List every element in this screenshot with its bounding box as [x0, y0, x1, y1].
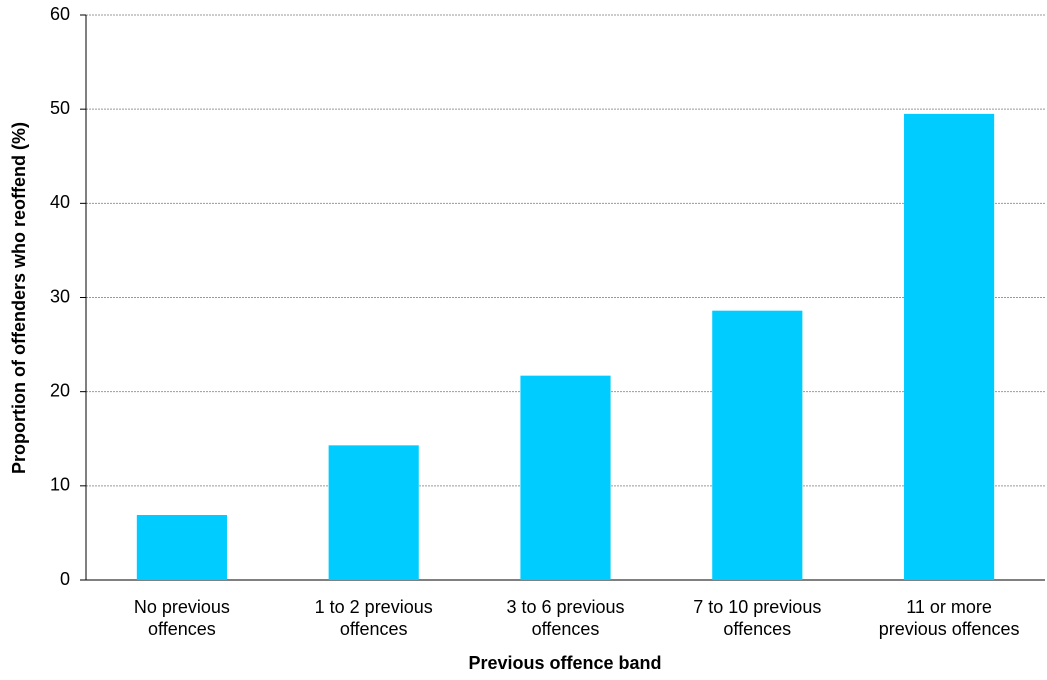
bar [520, 375, 611, 580]
y-tick-label: 10 [50, 475, 70, 495]
y-tick-label: 40 [50, 192, 70, 212]
x-tick-label: No previous offences [133, 597, 230, 639]
x-tick-label: 11 or more previous offences [878, 597, 1020, 639]
y-tick-label: 20 [50, 380, 70, 400]
y-tick-label: 50 [50, 98, 70, 118]
y-tick-label: 0 [60, 569, 70, 589]
y-axis-title: Proportion of offenders who reoffend (%) [9, 122, 29, 474]
x-tick-label: 3 to 6 previous offences [506, 597, 625, 639]
y-tick-label: 30 [50, 286, 70, 306]
bar [712, 310, 803, 580]
x-tick-label: 1 to 2 previous offences [314, 597, 433, 639]
x-axis-title: Previous offence band [468, 653, 661, 673]
bar [328, 445, 419, 580]
bar [136, 515, 227, 580]
x-tick-label: 7 to 10 previous offences [693, 597, 822, 639]
y-tick-label: 60 [50, 4, 70, 24]
bar [904, 113, 995, 580]
